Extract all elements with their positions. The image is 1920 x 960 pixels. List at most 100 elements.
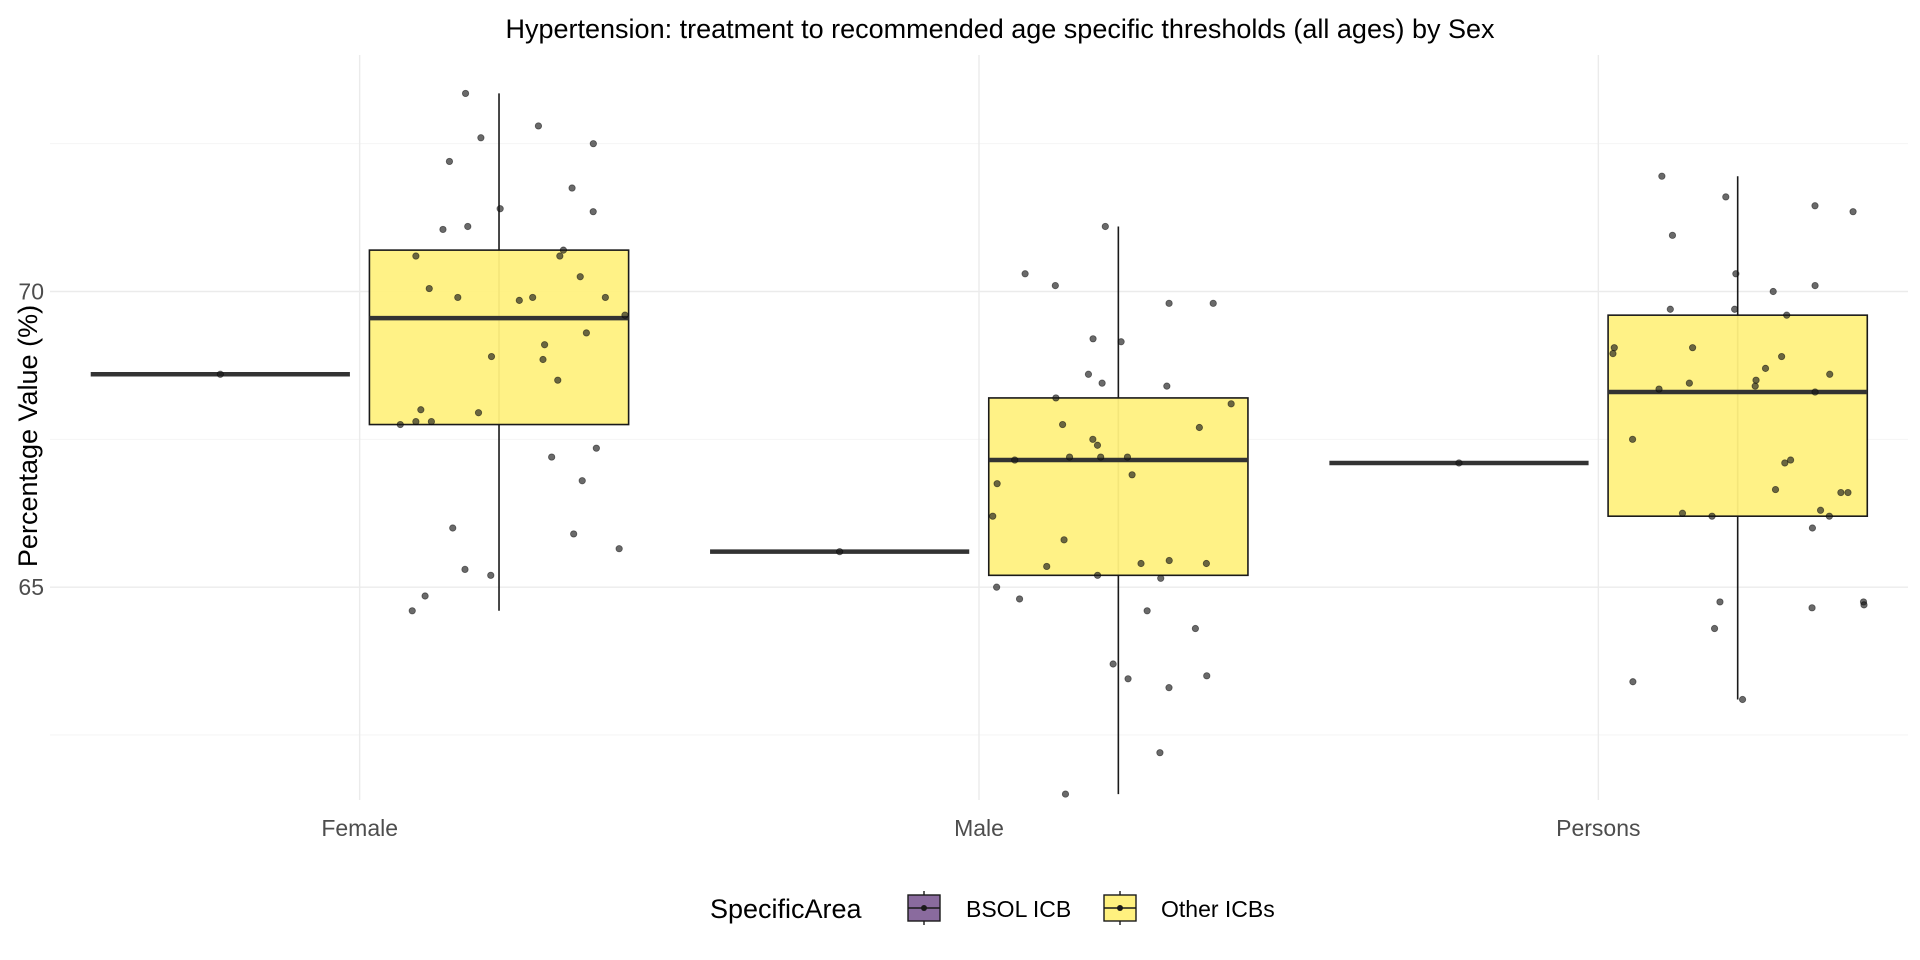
tick-labels: 65 70 Female Male Persons bbox=[18, 279, 1640, 841]
data-point bbox=[1101, 222, 1109, 231]
box-other-icbs-persons bbox=[1607, 176, 1869, 700]
data-point bbox=[216, 370, 224, 378]
data-point bbox=[1781, 459, 1789, 467]
data-point bbox=[1143, 607, 1151, 615]
data-point bbox=[1165, 299, 1173, 307]
data-point bbox=[1227, 400, 1235, 408]
data-point bbox=[589, 208, 597, 216]
data-point bbox=[425, 284, 433, 293]
data-point bbox=[427, 417, 435, 426]
data-point bbox=[1124, 675, 1132, 683]
data-point bbox=[1084, 370, 1093, 378]
data-point bbox=[989, 512, 997, 520]
data-point bbox=[1778, 352, 1786, 361]
data-point bbox=[1783, 311, 1791, 319]
data-point bbox=[1752, 376, 1760, 384]
data-point bbox=[1052, 394, 1060, 402]
data-point bbox=[439, 225, 447, 234]
data-point bbox=[1165, 556, 1173, 565]
y-tick-label: 70 bbox=[18, 279, 44, 305]
data-point bbox=[1209, 299, 1217, 307]
data-point bbox=[570, 530, 578, 538]
data-point bbox=[615, 545, 623, 553]
data-point bbox=[601, 293, 609, 302]
data-point bbox=[1128, 471, 1136, 479]
data-point bbox=[1051, 281, 1059, 290]
data-point bbox=[461, 565, 469, 574]
data-point bbox=[1165, 684, 1173, 692]
data-point bbox=[1089, 435, 1097, 443]
box-other-icbs-male bbox=[987, 226, 1249, 795]
data-point bbox=[1837, 488, 1845, 497]
data-point bbox=[445, 157, 454, 166]
data-point bbox=[1787, 456, 1795, 464]
data-point bbox=[548, 453, 556, 461]
legend-key-other-point bbox=[1117, 905, 1123, 911]
data-point bbox=[1157, 574, 1165, 582]
data-point bbox=[1065, 453, 1074, 461]
data-point bbox=[1811, 202, 1819, 210]
data-point bbox=[496, 205, 504, 213]
data-point bbox=[412, 417, 420, 426]
data-point bbox=[578, 477, 586, 485]
data-point bbox=[1123, 453, 1132, 461]
box-body bbox=[1607, 314, 1869, 517]
data-point bbox=[461, 89, 470, 98]
data-point bbox=[1666, 305, 1674, 313]
data-point bbox=[1117, 338, 1125, 346]
data-point bbox=[487, 352, 496, 361]
data-point bbox=[1708, 512, 1716, 520]
data-point bbox=[541, 341, 549, 349]
data-point bbox=[1844, 488, 1852, 497]
data-point bbox=[1060, 536, 1068, 544]
data-point bbox=[1093, 571, 1102, 579]
data-point bbox=[1093, 441, 1102, 449]
legend-label-other: Other ICBs bbox=[1161, 896, 1275, 922]
data-point bbox=[1137, 559, 1145, 568]
data-point bbox=[1731, 305, 1739, 313]
data-point bbox=[417, 406, 425, 414]
data-point bbox=[529, 293, 537, 302]
x-tick-label: Female bbox=[321, 815, 398, 841]
data-point bbox=[1710, 624, 1719, 633]
data-point bbox=[1811, 388, 1819, 396]
legend-key-bsol bbox=[907, 891, 941, 925]
data-point bbox=[1195, 423, 1203, 432]
data-point bbox=[1061, 790, 1070, 798]
data-point bbox=[1808, 604, 1816, 612]
data-point bbox=[568, 184, 576, 192]
data-point bbox=[1655, 385, 1663, 393]
data-point bbox=[1771, 485, 1780, 494]
data-point bbox=[1011, 456, 1019, 464]
data-point bbox=[1816, 506, 1825, 514]
data-point bbox=[1751, 382, 1759, 390]
data-point bbox=[449, 524, 457, 532]
data-point bbox=[1089, 335, 1097, 343]
data-point bbox=[1761, 364, 1770, 372]
grid bbox=[50, 55, 1908, 800]
data-point bbox=[1455, 459, 1463, 467]
data-point bbox=[1685, 379, 1693, 387]
y-tick-label: 65 bbox=[18, 574, 44, 600]
data-point bbox=[1628, 435, 1637, 443]
data-point bbox=[993, 480, 1001, 488]
data-point bbox=[1609, 349, 1617, 358]
data-point bbox=[1629, 678, 1637, 686]
legend-key-bsol-point bbox=[921, 905, 927, 911]
box-other-icbs-female bbox=[368, 93, 630, 611]
box-body bbox=[987, 397, 1249, 577]
x-tick-label: Persons bbox=[1556, 815, 1640, 841]
data-point bbox=[592, 444, 600, 452]
data-point bbox=[1203, 672, 1211, 680]
data-point bbox=[1688, 344, 1697, 352]
data-point bbox=[1722, 193, 1730, 201]
y-axis-title: Percentage Value (%) bbox=[13, 305, 43, 567]
data-point bbox=[1826, 370, 1834, 378]
data-point bbox=[1811, 281, 1819, 290]
data-point bbox=[836, 548, 844, 556]
data-point bbox=[421, 592, 429, 600]
data-point bbox=[539, 355, 547, 364]
legend: SpecificArea BSOL ICB Other ICBs bbox=[710, 891, 1275, 925]
